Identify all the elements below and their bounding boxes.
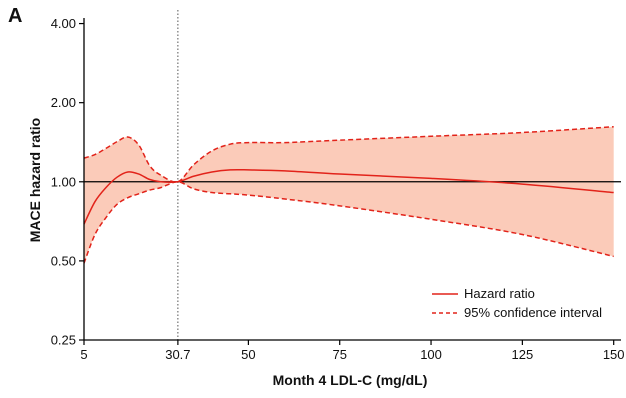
- legend-label-confidence-interval: 95% confidence interval: [464, 305, 602, 320]
- y-tick-label: 0.50: [51, 253, 76, 268]
- x-tick-label: 5: [80, 347, 87, 362]
- y-tick-label: 0.25: [51, 333, 76, 348]
- y-tick-label: 1.00: [51, 174, 76, 189]
- x-tick-label: 125: [512, 347, 534, 362]
- tick-labels: 0.25 0.50 1.00 2.00 4.00 5 30.7 50 75 100 125 150: [51, 16, 625, 362]
- axes: [79, 18, 621, 345]
- y-axis-title: MACE hazard ratio: [27, 118, 43, 242]
- x-tick-label: 100: [420, 347, 442, 362]
- x-tick-label: 150: [603, 347, 625, 362]
- ci-upper-line: [83, 125, 614, 183]
- ci-lower-line: [83, 181, 614, 264]
- hazard-ratio-line: [83, 168, 614, 225]
- y-tick-label: 2.00: [51, 95, 76, 110]
- panel-label: A: [8, 5, 22, 27]
- legend-label-hazard-ratio: Hazard ratio: [464, 286, 535, 301]
- x-axis-title: Month 4 LDL-C (mg/dL): [273, 372, 428, 388]
- legend: Hazard ratio 95% confidence interval: [432, 286, 602, 320]
- x-tick-label: 75: [332, 347, 346, 362]
- x-tick-label: 50: [241, 347, 255, 362]
- series-layer: [83, 125, 614, 264]
- confidence-band: [84, 126, 614, 264]
- x-tick-label: 30.7: [165, 347, 190, 362]
- y-tick-label: 4.00: [51, 16, 76, 31]
- confidence-band-layer: [84, 126, 614, 264]
